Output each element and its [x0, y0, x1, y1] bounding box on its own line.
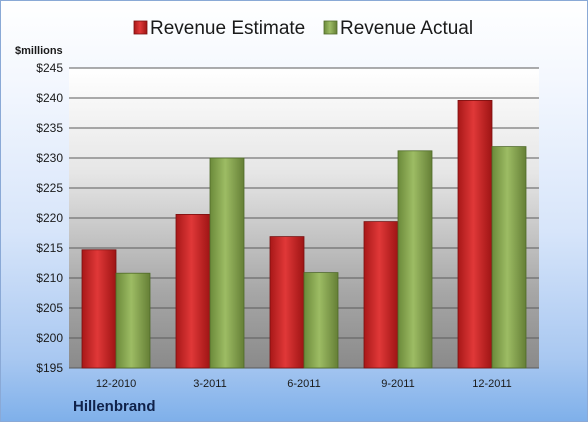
x-tick-label: 12-2011	[472, 378, 512, 390]
y-tick-label: $225	[36, 181, 63, 195]
y-tick-label: $200	[36, 331, 63, 345]
company-name: Hillenbrand	[73, 398, 156, 415]
bar-estimate-12-2010	[81, 249, 117, 369]
y-tick-label: $210	[36, 271, 63, 285]
bar-actual-6-2011	[303, 272, 339, 369]
bar-actual-12-2010	[115, 272, 151, 369]
y-tick-label: $195	[36, 361, 63, 375]
y-tick-label: $240	[36, 91, 63, 105]
legend-swatch-estimate	[133, 20, 148, 35]
y-tick-label: $220	[36, 211, 63, 225]
x-tick-label: 12-2010	[96, 378, 136, 390]
x-tick-label: 9-2011	[381, 378, 414, 390]
bar-estimate-3-2011	[175, 213, 211, 369]
legend-label-actual: Revenue Actual	[340, 18, 473, 39]
legend-swatch-actual	[323, 20, 338, 35]
bar-estimate-12-2011	[457, 100, 493, 369]
y-tick-label: $235	[36, 121, 63, 135]
bar-estimate-6-2011	[269, 236, 305, 369]
y-tick-label: $230	[36, 151, 63, 165]
bar-actual-12-2011	[491, 146, 527, 369]
bar-actual-9-2011	[397, 150, 433, 369]
y-tick-label: $205	[36, 301, 63, 315]
x-tick-label: 6-2011	[287, 378, 320, 390]
unit-label: $millions	[15, 45, 63, 57]
bar-estimate-9-2011	[363, 221, 399, 369]
y-tick-label: $215	[36, 241, 63, 255]
y-tick-label: $245	[36, 61, 63, 75]
legend-label-estimate: Revenue Estimate	[150, 18, 305, 39]
bar-actual-3-2011	[209, 157, 245, 369]
x-tick-label: 3-2011	[193, 378, 226, 390]
